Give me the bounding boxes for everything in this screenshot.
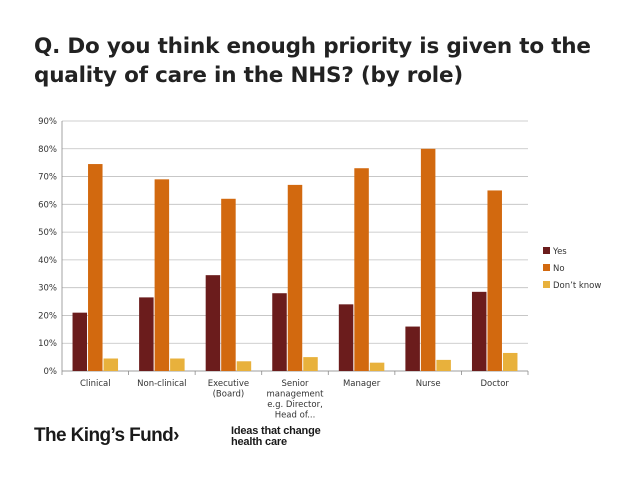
legend-swatch-2 xyxy=(543,281,550,288)
bar-yes-5 xyxy=(405,326,420,371)
x-category-label: Senior management e.g. Director, Head of... xyxy=(267,379,325,421)
y-tick-label: 20% xyxy=(38,311,57,321)
bar-don-t-know-6 xyxy=(502,352,518,371)
tagline-line-2: health care xyxy=(231,436,287,448)
bar-no-6 xyxy=(487,190,502,371)
y-tick-label: 80% xyxy=(38,145,57,155)
bar-don-t-know-0 xyxy=(103,358,119,371)
x-category-label-line: Non-clinical xyxy=(137,379,186,389)
y-tick-label: 70% xyxy=(38,173,57,183)
y-tick-label: 60% xyxy=(38,200,57,210)
tagline-line-1: Ideas that change xyxy=(231,425,321,437)
x-category-label-line: Clinical xyxy=(80,379,111,389)
bar-don-t-know-2 xyxy=(236,361,252,371)
bar-yes-0 xyxy=(72,312,88,371)
y-tick-label: 0% xyxy=(44,367,58,377)
bar-no-1 xyxy=(154,179,170,371)
x-category-label-line: Executive xyxy=(208,379,249,389)
bar-no-4 xyxy=(354,168,369,371)
chart-title-line-2: quality of care in the NHS? (by role) xyxy=(34,63,463,88)
y-tick-label: 90% xyxy=(38,117,57,127)
x-category-label-line: Head of... xyxy=(275,411,316,421)
bar-no-5 xyxy=(420,148,436,371)
bar-yes-6 xyxy=(471,291,487,371)
y-tick-label: 30% xyxy=(38,284,57,294)
chart-title-line-1: Q. Do you think enough priority is given… xyxy=(34,34,591,59)
x-category-label: Manager xyxy=(343,379,381,389)
x-category-label: Clinical xyxy=(80,379,111,389)
bar-don-t-know-1 xyxy=(170,358,185,371)
x-category-label-line: management xyxy=(267,390,325,400)
x-category-label-line: Doctor xyxy=(480,379,509,389)
x-category-label-line: (Board) xyxy=(213,390,245,400)
y-tick-label: 50% xyxy=(38,228,57,238)
bar-no-2 xyxy=(221,198,236,371)
y-tick-label: 10% xyxy=(38,339,57,349)
legend-label: Don’t know xyxy=(553,281,601,291)
legend-swatch-0 xyxy=(543,247,550,254)
bar-don-t-know-4 xyxy=(369,362,385,371)
x-category-label: Non-clinical xyxy=(137,379,186,389)
bar-don-t-know-5 xyxy=(436,359,451,371)
x-category-label: Doctor xyxy=(480,379,509,389)
legend-swatch-1 xyxy=(543,264,550,271)
bar-no-3 xyxy=(287,184,303,371)
footer-tagline: Ideas that change health care xyxy=(231,426,321,448)
legend-label: No xyxy=(553,264,565,274)
bar-yes-1 xyxy=(139,297,154,371)
bar-no-0 xyxy=(88,164,103,371)
x-category-label: Executive (Board) xyxy=(208,379,249,400)
x-category-label-line: e.g. Director, xyxy=(267,400,323,410)
x-category-label: Nurse xyxy=(416,379,441,389)
legend-label: Yes xyxy=(552,247,567,257)
bar-yes-2 xyxy=(205,275,221,371)
y-tick-label: 40% xyxy=(38,256,57,266)
x-category-label-line: Nurse xyxy=(416,379,441,389)
x-category-label-line: Senior xyxy=(281,379,309,389)
x-category-label-line: Manager xyxy=(343,379,381,389)
bar-yes-4 xyxy=(338,304,354,371)
bar-don-t-know-3 xyxy=(303,357,318,371)
kings-fund-logo: The King’s Fund› xyxy=(34,425,179,446)
bar-yes-3 xyxy=(272,293,287,371)
chart-title: Q. Do you think enough priority is given… xyxy=(34,32,614,90)
